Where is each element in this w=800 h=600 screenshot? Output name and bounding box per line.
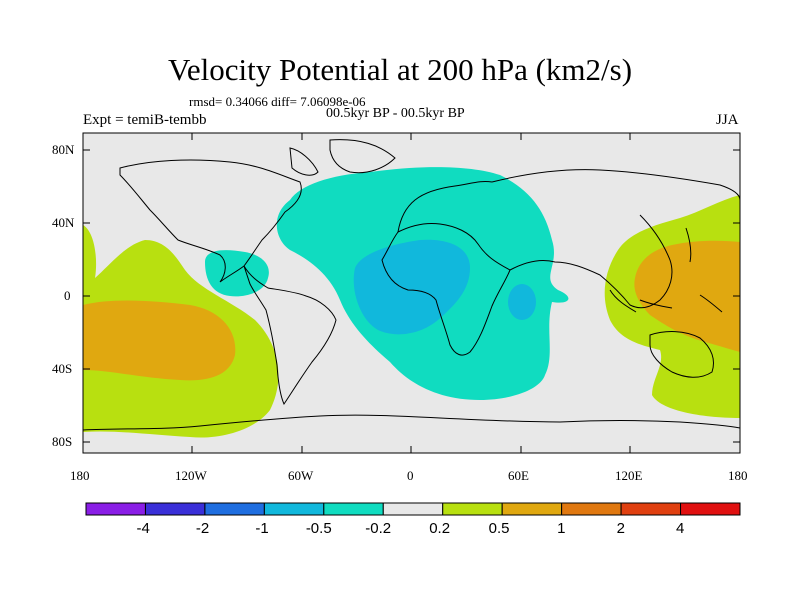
stats-line: rmsd= 0.34066 diff= 7.06098e-06 <box>189 94 366 109</box>
lat-label-0: 0 <box>64 288 71 303</box>
colorbar-label: 0.2 <box>429 520 451 537</box>
coastlines <box>83 139 740 431</box>
colorbar-swatch <box>382 502 444 516</box>
colorbar-swatch <box>144 502 206 516</box>
colorbar-swatch <box>204 502 265 516</box>
experiment-label: Expt = temiB-tembb <box>83 112 207 128</box>
lon-label-180e: 180 <box>728 468 748 483</box>
strong-positive-anomaly-east-pacific <box>83 300 236 381</box>
colorbar-label: -2 <box>195 520 210 537</box>
colorbar-label: -0.2 <box>365 520 392 537</box>
colorbar-swatch <box>85 502 146 516</box>
lon-label-60e: 60E <box>508 468 529 483</box>
plot-title: Velocity Potential at 200 hPa (km2/s) <box>167 52 633 87</box>
strong-positive-anomaly-west-pacific <box>634 240 740 352</box>
lon-label-120e: 120E <box>615 468 643 483</box>
lon-label-60w: 60W <box>288 468 314 483</box>
colorbar-swatch <box>501 502 563 516</box>
colorbar-swatch <box>680 502 741 516</box>
lon-label-120w: 120W <box>175 468 207 483</box>
colorbar-label: 2 <box>616 520 625 537</box>
colorbar-swatch <box>263 502 325 516</box>
lat-label-80s: 80S <box>52 434 73 449</box>
colorbar-swatch <box>620 502 682 516</box>
colorbar-label: 0.5 <box>488 520 510 537</box>
colorbar-swatch <box>561 502 622 516</box>
colorbar-label: -4 <box>136 520 150 537</box>
lat-label-80n: 80N <box>52 142 75 157</box>
lat-label-40n: 40N <box>52 215 75 230</box>
season-label: JJA <box>716 112 739 128</box>
colorbar-swatch <box>323 502 384 516</box>
colorbar-label: -1 <box>255 520 269 537</box>
negative-anomaly-caribbean <box>205 250 269 297</box>
colorbar-label: -0.5 <box>305 520 332 537</box>
colorbar <box>85 502 741 516</box>
strong-negative-anomaly-east-africa <box>508 284 536 320</box>
axis-ticks <box>83 133 740 453</box>
colorbar-label: 1 <box>557 520 566 537</box>
colorbar-label: 4 <box>676 520 685 537</box>
lon-label-180w: 180 <box>70 468 90 483</box>
lon-label-0: 0 <box>407 468 414 483</box>
colorbar-swatch <box>442 502 503 516</box>
period-label: 00.5kyr BP - 00.5kyr BP <box>326 106 465 121</box>
lat-label-40s: 40S <box>52 361 73 376</box>
